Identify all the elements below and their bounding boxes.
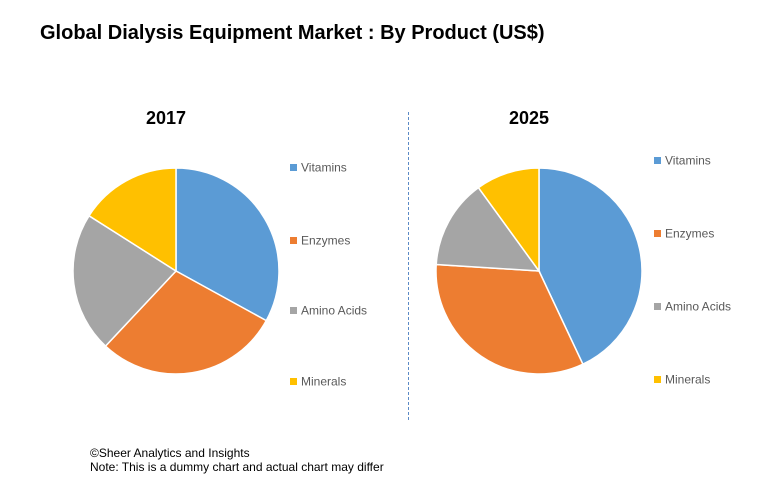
copyright-text: ©Sheer Analytics and Insights [90, 446, 250, 460]
pie-slice-enzymes [435, 263, 584, 375]
legend-label: Vitamins [301, 161, 347, 175]
legend-swatch-enzymes [290, 237, 297, 244]
pie-title: 2025 [509, 108, 549, 128]
pie-slice-vitamins [175, 167, 280, 322]
legend-swatch-vitamins [290, 164, 297, 171]
disclaimer-text: Note: This is a dummy chart and actual c… [90, 460, 384, 474]
pie-slice-enzymes [104, 270, 268, 375]
legend-swatch-enzymes [654, 230, 661, 237]
legend-label: Amino Acids [665, 300, 731, 314]
legend-label: Minerals [665, 373, 710, 387]
legend-label: Enzymes [301, 234, 350, 248]
pie-slice-vitamins [538, 167, 643, 366]
pie-chart-2025: 2025 Vitamins Enzymes Amino Acids Minerals [435, 108, 731, 387]
footer: ©Sheer Analytics and Insights Note: This… [90, 446, 384, 474]
pie-title: 2017 [146, 108, 186, 128]
page-title: Global Dialysis Equipment Market : By Pr… [40, 22, 545, 44]
legend-swatch-minerals [654, 376, 661, 383]
legend-label: Minerals [301, 375, 346, 389]
legend-swatch-amino-acids [290, 307, 297, 314]
legend-label: Enzymes [665, 227, 714, 241]
legend-swatch-amino-acids [654, 303, 661, 310]
legend-label: Vitamins [665, 154, 711, 168]
pie-chart-2017: 2017 Vitamins Enzymes Amino Acids Minerals [72, 108, 367, 389]
pie-slice-amino-acids [435, 186, 541, 272]
legend-label: Amino Acids [301, 304, 367, 318]
legend-swatch-minerals [290, 378, 297, 385]
pie-slice-amino-acids [72, 214, 178, 348]
chart-divider [408, 112, 409, 420]
legend-swatch-vitamins [654, 157, 661, 164]
pie-slice-minerals [477, 167, 540, 274]
pie-slice-minerals [87, 167, 177, 273]
